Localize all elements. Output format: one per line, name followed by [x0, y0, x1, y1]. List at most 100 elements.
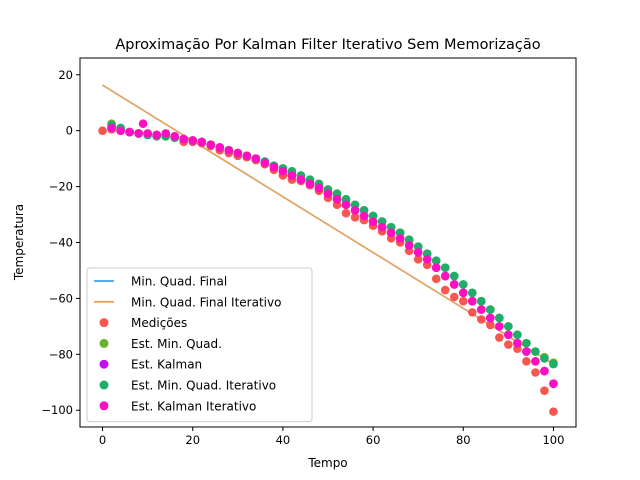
- point-medicoes: [431, 274, 441, 284]
- point-est-kalman-iterativo: [422, 254, 432, 264]
- legend-item-est-kalman-iterativo: Est. Kalman Iterativo: [99, 399, 256, 413]
- x-tick-label: 0: [99, 433, 106, 447]
- point-medicoes: [467, 308, 477, 317]
- point-medicoes: [440, 285, 450, 295]
- point-est-kalman-iterativo: [152, 130, 161, 140]
- legend-label: Medições: [131, 316, 187, 330]
- point-est-min-quad-iterativo: [531, 347, 540, 356]
- point-est-kalman-iterativo: [224, 145, 234, 155]
- point-est-min-quad-iterativo: [540, 354, 549, 363]
- y-tick-label: 0: [66, 124, 73, 138]
- point-est-kalman-iterativo: [404, 240, 414, 250]
- point-est-kalman-iterativo: [323, 189, 333, 198]
- point-est-min-quad-iterativo: [467, 288, 477, 298]
- point-medicoes: [495, 333, 504, 342]
- point-est-min-quad-iterativo: [486, 305, 495, 314]
- point-est-kalman-iterativo: [242, 151, 252, 161]
- point-est-kalman-iterativo: [431, 263, 441, 272]
- legend-label: Est. Min. Quad.: [131, 337, 222, 351]
- point-est-kalman-iterativo: [341, 200, 351, 210]
- point-medicoes: [486, 320, 495, 330]
- point-est-kalman-iterativo: [368, 217, 378, 226]
- point-est-kalman-iterativo: [513, 338, 522, 348]
- x-tick-label: 60: [366, 433, 381, 447]
- point-est-kalman-iterativo: [161, 129, 170, 138]
- point-est-kalman-iterativo: [179, 134, 189, 144]
- point-medicoes: [540, 386, 549, 395]
- point-est-kalman-iterativo: [549, 379, 558, 388]
- point-est-min-quad-iterativo: [549, 359, 558, 369]
- point-est-kalman-iterativo: [386, 228, 396, 238]
- y-tick-label: 20: [58, 68, 73, 82]
- legend-label: Est. Min. Quad. Iterativo: [131, 379, 276, 393]
- point-est-kalman-iterativo: [540, 366, 549, 376]
- legend-swatch: [99, 401, 109, 411]
- point-est-min-quad-iterativo: [477, 296, 486, 306]
- legend-label: Est. Kalman: [131, 358, 202, 372]
- point-est-min-quad-iterativo: [504, 322, 513, 331]
- legend-item-est-min-quad: Est. Min. Quad.: [99, 337, 222, 351]
- point-est-kalman-iterativo: [395, 234, 405, 243]
- point-est-kalman-iterativo: [296, 175, 306, 184]
- legend-item-est-min-quad-iterativo: Est. Min. Quad. Iterativo: [99, 379, 276, 393]
- y-axis-label: Temperatura: [12, 204, 26, 281]
- point-medicoes: [504, 340, 513, 349]
- point-est-kalman-iterativo: [125, 127, 134, 137]
- point-est-min-quad-iterativo: [458, 280, 468, 289]
- point-est-kalman-iterativo: [260, 158, 270, 168]
- point-est-kalman-iterativo: [197, 137, 207, 147]
- series-layer: [98, 84, 558, 416]
- legend-swatch: [99, 380, 109, 390]
- point-est-kalman-iterativo: [350, 206, 360, 215]
- point-medicoes: [458, 296, 468, 306]
- chart-title: Aproximação Por Kalman Filter Iterativo …: [115, 37, 540, 53]
- point-est-kalman-iterativo: [314, 183, 324, 193]
- x-tick-label: 40: [276, 433, 291, 447]
- point-est-kalman-iterativo: [116, 126, 125, 135]
- point-est-min-quad-iterativo: [513, 330, 522, 340]
- x-axis: 0 20 40 60 80 100: [99, 427, 564, 447]
- point-est-kalman-iterativo: [170, 131, 179, 141]
- point-est-kalman-iterativo: [188, 136, 198, 145]
- y-tick-label: −40: [49, 236, 73, 250]
- x-tick-label: 20: [185, 433, 200, 447]
- point-medicoes: [477, 315, 486, 324]
- point-est-kalman-iterativo: [522, 347, 531, 356]
- point-est-kalman-iterativo: [531, 357, 540, 366]
- legend: Min. Quad. Final Min. Quad. Final Iterati…: [86, 267, 313, 423]
- point-est-kalman-iterativo: [495, 322, 504, 331]
- point-est-kalman-iterativo: [107, 123, 116, 133]
- point-est-kalman-iterativo: [477, 305, 486, 314]
- x-axis-label: Tempo: [307, 456, 347, 470]
- point-medicoes: [522, 357, 531, 366]
- y-tick-label: −60: [49, 291, 73, 305]
- legend-item-min-quad-final: Min. Quad. Final: [94, 275, 227, 289]
- series-est-kalman-iterativo: [107, 119, 558, 388]
- point-est-kalman-iterativo: [486, 313, 495, 323]
- point-est-kalman-iterativo: [269, 162, 279, 172]
- legend-label: Min. Quad. Final: [131, 275, 227, 289]
- y-axis: 20 0 −20 −40 −60 −80 −100: [41, 68, 80, 417]
- y-tick-label: −20: [49, 180, 73, 194]
- legend-box: [86, 267, 313, 423]
- legend-swatch: [99, 359, 109, 369]
- point-est-kalman-iterativo: [206, 140, 216, 149]
- point-est-min-quad-iterativo: [495, 313, 504, 323]
- point-est-kalman-iterativo: [278, 166, 288, 176]
- legend-item-est-kalman: Est. Kalman: [99, 358, 202, 372]
- point-est-min-quad-iterativo: [440, 263, 450, 272]
- legend-label: Est. Kalman Iterativo: [131, 399, 256, 413]
- point-medicoes: [531, 368, 540, 377]
- point-est-kalman-iterativo: [233, 148, 243, 158]
- point-medicoes: [413, 254, 423, 264]
- legend-item-min-quad-final-iterativo: Min. Quad. Final Iterativo: [94, 295, 281, 309]
- legend-swatch: [99, 318, 109, 328]
- point-est-min-quad-iterativo: [449, 271, 459, 281]
- point-est-kalman-iterativo: [138, 119, 148, 128]
- x-tick-label: 100: [542, 433, 564, 447]
- point-est-min-quad-iterativo: [522, 338, 531, 348]
- legend-item-medicoes: Medições: [99, 316, 187, 330]
- point-est-kalman-iterativo: [504, 330, 513, 340]
- y-tick-label: −100: [41, 403, 73, 417]
- point-est-kalman-iterativo: [305, 179, 315, 189]
